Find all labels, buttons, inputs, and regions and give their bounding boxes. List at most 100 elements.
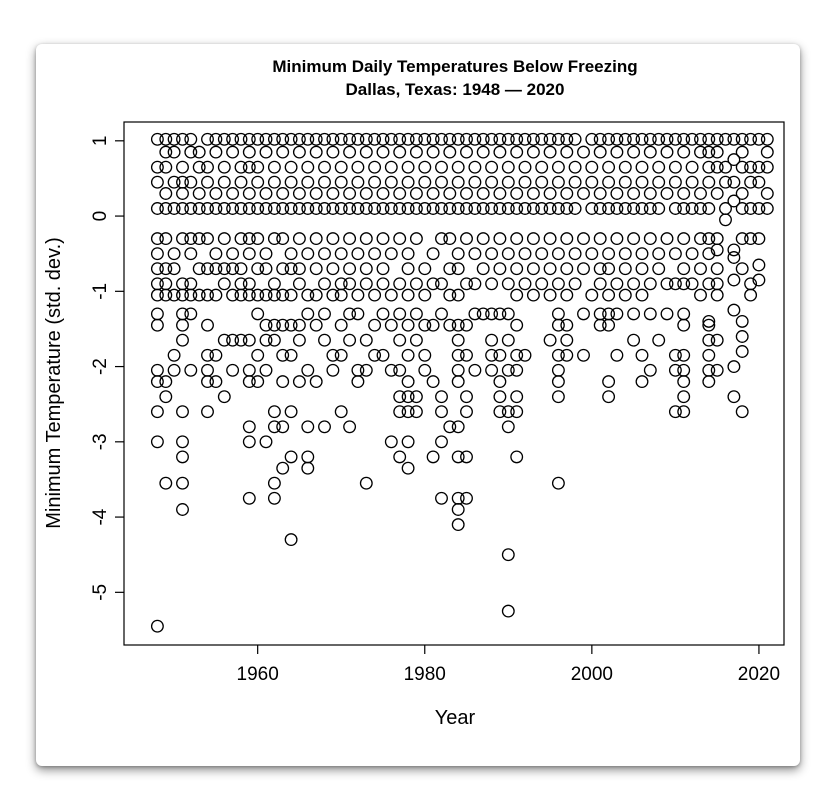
data-point — [301, 363, 315, 377]
data-point — [384, 202, 398, 215]
data-point — [643, 132, 657, 146]
data-point — [217, 262, 231, 276]
data-point — [301, 202, 315, 215]
data-point — [393, 132, 407, 146]
y-axis-label: Minimum Temperature (std. dev.) — [43, 237, 65, 529]
data-point — [176, 318, 189, 332]
data-point — [401, 160, 415, 174]
data-point — [351, 175, 365, 189]
data-point — [159, 277, 173, 291]
data-point — [301, 420, 315, 434]
data-point — [192, 187, 206, 200]
data-point — [176, 202, 189, 215]
data-point — [643, 232, 657, 246]
data-point — [393, 363, 407, 377]
data-point — [284, 175, 298, 189]
data-point — [535, 132, 549, 146]
data-point — [409, 277, 423, 291]
data-point — [451, 333, 465, 347]
data-point — [618, 175, 632, 189]
data-point — [760, 187, 774, 200]
data-point — [643, 187, 657, 200]
data-point — [259, 363, 273, 377]
data-point — [694, 262, 707, 276]
data-point — [309, 145, 323, 159]
data-point — [618, 132, 632, 146]
data-point — [602, 318, 616, 332]
data-point — [660, 145, 674, 159]
data-point — [602, 175, 616, 189]
data-point — [326, 363, 340, 377]
data-point — [393, 307, 407, 321]
data-point — [493, 202, 507, 215]
data-point — [334, 318, 348, 332]
data-point — [602, 262, 616, 276]
data-point — [593, 132, 607, 146]
data-point — [485, 363, 499, 377]
data-point — [384, 435, 398, 449]
data-point — [259, 318, 273, 332]
data-point — [435, 390, 448, 404]
data-point — [618, 247, 632, 261]
data-point — [176, 175, 189, 189]
data-point — [259, 435, 273, 449]
data-point — [685, 175, 699, 189]
data-point — [159, 145, 173, 159]
data-point — [518, 247, 532, 261]
data-point — [585, 132, 599, 146]
data-point — [309, 318, 323, 332]
data-point — [276, 318, 290, 332]
data-point — [159, 232, 173, 246]
data-point — [443, 288, 457, 302]
data-point — [702, 132, 716, 146]
data-point — [401, 461, 415, 475]
data-point — [677, 405, 691, 419]
data-point — [276, 420, 290, 434]
data-point — [735, 160, 749, 174]
data-point — [292, 187, 306, 200]
data-point — [226, 132, 240, 146]
data-point — [351, 202, 365, 215]
data-point — [334, 348, 348, 362]
data-point — [393, 202, 407, 215]
data-point — [585, 175, 599, 189]
data-point — [501, 548, 515, 562]
data-point — [401, 262, 415, 276]
data-point — [384, 288, 398, 302]
data-point — [451, 348, 465, 362]
data-point — [276, 461, 290, 475]
data-point — [292, 262, 306, 276]
data-point — [409, 307, 423, 321]
data-point — [217, 333, 231, 347]
data-point — [551, 277, 565, 291]
data-point — [435, 277, 448, 291]
data-point — [326, 288, 340, 302]
data-point — [635, 247, 649, 261]
data-point — [535, 175, 549, 189]
data-point — [192, 232, 206, 246]
data-point — [493, 348, 507, 362]
data-point — [309, 288, 323, 302]
data-point — [326, 232, 340, 246]
data-point — [543, 333, 557, 347]
data-point — [677, 145, 691, 159]
data-point — [292, 202, 306, 215]
data-point — [267, 277, 281, 291]
data-point — [635, 348, 649, 362]
data-point — [384, 247, 398, 261]
data-point — [318, 160, 331, 174]
data-point — [359, 187, 373, 200]
data-point — [242, 333, 256, 347]
data-point — [585, 160, 599, 174]
data-point — [501, 202, 515, 215]
data-point — [543, 288, 557, 302]
data-point — [727, 243, 741, 257]
data-point — [510, 202, 524, 215]
data-point — [251, 232, 265, 246]
data-point — [710, 262, 724, 276]
data-point — [234, 160, 248, 174]
data-point — [652, 132, 666, 146]
data-point — [652, 175, 666, 189]
data-point — [451, 503, 465, 516]
data-point — [501, 277, 515, 291]
